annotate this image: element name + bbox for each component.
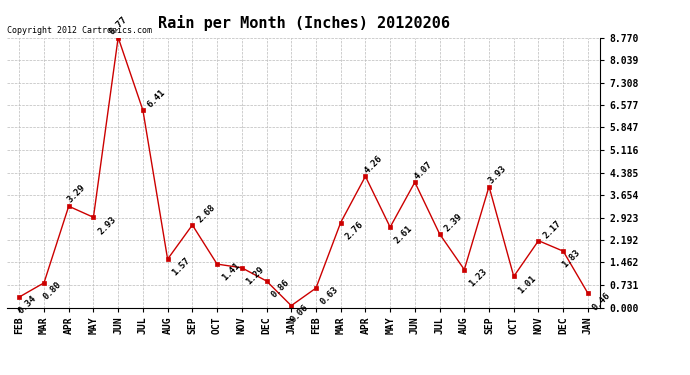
Text: 0.63: 0.63 (319, 285, 340, 307)
Text: 1.01: 1.01 (517, 273, 538, 295)
Text: 0.80: 0.80 (41, 280, 63, 302)
Text: 3.29: 3.29 (66, 183, 88, 204)
Text: 0.34: 0.34 (17, 294, 38, 316)
Text: 2.68: 2.68 (195, 202, 217, 224)
Text: 2.93: 2.93 (96, 214, 118, 236)
Text: 0.06: 0.06 (288, 303, 310, 324)
Text: 1.29: 1.29 (244, 265, 266, 286)
Text: 4.07: 4.07 (412, 160, 433, 182)
Text: 4.26: 4.26 (363, 154, 384, 176)
Text: 1.41: 1.41 (220, 261, 242, 283)
Text: 2.39: 2.39 (442, 211, 464, 233)
Text: 3.93: 3.93 (486, 164, 508, 186)
Text: 2.76: 2.76 (344, 220, 365, 241)
Text: 0.46: 0.46 (591, 291, 612, 312)
Text: 1.83: 1.83 (560, 248, 582, 270)
Text: Rain per Month (Inches) 20120206: Rain per Month (Inches) 20120206 (157, 15, 450, 31)
Text: 2.61: 2.61 (393, 224, 415, 246)
Text: 1.23: 1.23 (467, 267, 489, 288)
Text: Copyright 2012 Cartronics.com: Copyright 2012 Cartronics.com (7, 26, 152, 35)
Text: 1.57: 1.57 (170, 256, 192, 278)
Text: 8.77: 8.77 (107, 15, 128, 37)
Text: 6.41: 6.41 (146, 88, 167, 109)
Text: 2.17: 2.17 (541, 218, 563, 240)
Text: 0.86: 0.86 (269, 278, 291, 300)
